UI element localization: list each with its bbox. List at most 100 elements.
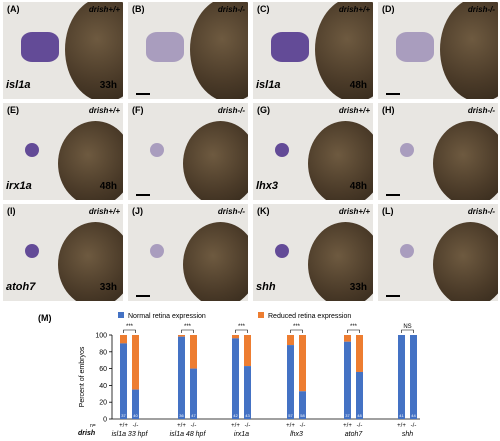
panel-gene-label: atoh7 [6,281,36,293]
yolk-image [308,121,373,200]
panel-time-label: 33h [349,282,367,293]
image-panel-i: (I) drish+/+ atoh7 33h [3,204,123,301]
yolk-image [440,2,498,99]
panel-genotype: drish-/- [217,5,245,14]
panel-genotype: drish+/+ [88,5,120,14]
yolk-image [183,222,248,301]
scale-bar [386,295,400,297]
legend-label-reduced: Reduced retina expression [268,313,351,320]
stain-region [25,244,39,258]
panel-time-label: 33h [99,80,117,91]
y-tick-label: 20 [99,400,107,407]
image-panel-c: (C) drish+/+ isl1a 48h [253,2,373,99]
panel-letter: (F) [132,105,144,115]
bar-genotype-label: +/+ [343,423,352,429]
yolk-image [58,121,123,200]
scale-bar [136,93,150,95]
bar-genotype-label: +/+ [177,423,186,429]
sig-bracket [347,329,360,333]
panel-letter: (G) [257,105,270,115]
bar-n-label: 58 [300,413,305,418]
stain-region [400,244,414,258]
bar-genotype-label: +/+ [119,423,128,429]
legend-swatch-normal [118,312,124,318]
panel-gene-label: shh [256,281,276,293]
group-gene-label: lhx3 [290,431,303,438]
panel-genotype: drish+/+ [338,106,370,115]
yolk-image [433,121,498,200]
bar-normal [299,391,306,419]
bar-chart: (M) Normal retina expression Reduced retin… [38,312,420,438]
bar-genotype-label: -/- [133,423,139,429]
bar-genotype-label: +/+ [286,423,295,429]
y-tick-label: 0 [103,417,107,424]
image-panel-f: (F) drish-/- [128,103,248,200]
legend-swatch-reduced [258,312,264,318]
bar-normal [232,338,239,419]
stain-region [400,143,414,157]
stain-region [146,32,184,62]
n-row-label: n= [90,423,96,429]
panel-genotype: drish+/+ [88,207,120,216]
image-panel-b: (B) drish-/- [128,2,248,99]
scale-bar [386,93,400,95]
panel-genotype: drish-/- [217,106,245,115]
bar-n-label: 37 [121,413,126,418]
panel-gene-label: irx1a [6,180,32,192]
group-gene-label: isl1a 48 hpf [170,431,207,438]
bar-genotype-label: -/- [357,423,363,429]
sig-label: *** [238,324,246,330]
bar-reduced [178,335,185,337]
yolk-image [308,222,373,301]
bar-n-label: 44 [411,413,416,418]
y-tick-label: 60 [99,366,107,373]
panel-letter: (B) [132,4,145,14]
bar-normal [410,335,417,419]
scale-bar [386,194,400,196]
stain-region [25,143,39,157]
stain-region [271,32,309,62]
panel-genotype: drish-/- [467,5,495,14]
bar-genotype-label: -/- [245,423,251,429]
panel-letter: (L) [382,206,394,216]
bar-n-label: 37 [345,413,350,418]
sig-label: *** [126,324,134,330]
sig-label: NS [403,324,411,330]
stain-region [150,143,164,157]
image-panel-d: (D) drish-/- [378,2,498,99]
bar-n-label: 36 [179,413,184,418]
bar-reduced [120,335,127,344]
image-panel-g: (G) drish+/+ lhx3 48h [253,103,373,200]
yolk-image [433,222,498,301]
stain-region [275,143,289,157]
panel-gene-label: lhx3 [256,180,279,192]
panel-genotype: drish-/- [467,207,495,216]
bar-normal [120,343,127,419]
panel-time-label: 48h [349,80,367,91]
panel-gene-label: isl1a [256,79,281,91]
bar-genotype-label: -/- [191,423,197,429]
chart-panel-label: (M) [38,313,52,323]
panel-time-label: 48h [99,181,117,192]
bar-reduced [287,335,294,346]
bar-reduced [232,335,239,339]
image-panel-j: (J) drish-/- [128,204,248,301]
bar-normal [356,371,363,419]
bar-n-label: 48 [357,413,362,418]
panel-genotype: drish+/+ [338,5,370,14]
bar-reduced [356,335,363,372]
image-panel-e: (E) drish+/+ irx1a 48h [3,103,123,200]
sig-label: *** [293,324,301,330]
panel-gene-label: isl1a [6,79,31,91]
bar-normal [190,368,197,419]
panel-genotype: drish+/+ [88,106,120,115]
y-tick-label: 100 [95,333,107,340]
y-tick-label: 40 [99,383,107,390]
sig-bracket [235,329,248,333]
bar-normal [132,389,139,419]
bar-normal [287,345,294,419]
y-tick-label: 80 [99,349,107,356]
group-gene-label: shh [402,431,413,438]
panel-letter: (H) [382,105,395,115]
sig-bracket [401,329,414,333]
